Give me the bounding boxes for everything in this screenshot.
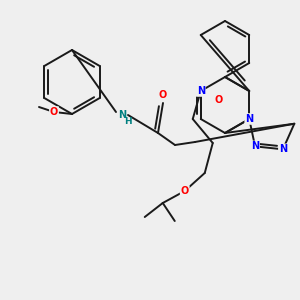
Text: O: O — [181, 186, 189, 196]
Text: N: N — [197, 86, 205, 96]
Text: O: O — [159, 90, 167, 100]
Text: N: N — [251, 141, 259, 152]
Text: H: H — [124, 116, 132, 125]
Text: O: O — [50, 107, 58, 117]
Text: N: N — [245, 114, 253, 124]
Text: N: N — [118, 110, 126, 120]
Text: N: N — [279, 144, 287, 154]
Text: O: O — [214, 95, 223, 105]
